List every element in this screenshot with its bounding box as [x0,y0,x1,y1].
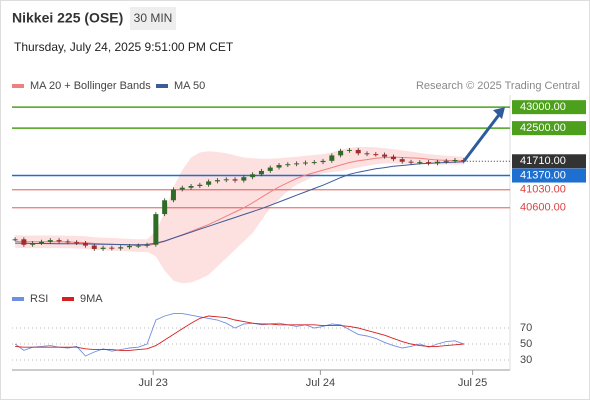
candle [135,245,141,247]
candle [294,163,300,165]
candle [399,159,405,162]
source: Research © 2025 Trading Central [416,80,580,92]
chart-title: Nikkei 225 (OSE) [12,10,123,26]
candle [276,165,282,168]
candle [91,245,97,249]
x-tick-label: Jul 25 [458,377,487,389]
moving-average [15,156,464,247]
candle [188,186,194,188]
level-box [512,154,586,169]
candle [417,162,423,164]
subtitle: Thursday, July 24, 2025 9:51:00 PM CET [14,40,234,54]
interval: 30 MIN [134,11,173,25]
candle [170,189,176,201]
candle [223,179,229,181]
candle [179,187,185,190]
level-box [512,168,586,183]
candle [364,153,370,155]
interval-box [130,7,176,30]
legend-swatch [156,84,168,88]
candle [206,181,212,185]
candle [162,200,168,215]
candle [355,149,361,154]
candle [434,161,440,164]
bollinger-band [15,147,464,284]
candle [38,241,44,244]
legend-swatch [62,297,74,301]
level-box [512,121,586,136]
candle [74,242,80,244]
candle [65,241,71,243]
level-label: 43000.00 [520,101,566,113]
legend-label: MA 50 [174,80,205,92]
x-tick-label: Jul 24 [306,377,335,389]
legend-label: MA 20 + Bollinger Bands [30,80,151,92]
legend-label: 9MA [80,293,103,305]
candle [320,160,326,163]
legend-label: RSI [30,293,48,305]
candle [373,154,379,156]
forecast-arrowhead [493,107,505,120]
legend-swatch [12,84,24,88]
candle [267,167,273,171]
candle [109,247,115,249]
candle [452,160,458,162]
candle [346,149,352,151]
candle [426,162,432,164]
level-label: 41370.00 [520,169,566,181]
candle [382,154,388,157]
candle [144,244,150,246]
candle [338,150,344,156]
candle [56,240,62,242]
legend-swatch [12,297,24,301]
y-tick-label: 30 [520,354,532,366]
level-label: 41030.00 [520,184,566,196]
candle [232,179,238,181]
candle [21,239,27,245]
candle [285,164,291,166]
y-tick-label: 70 [520,322,532,334]
candle [100,247,106,249]
level-label: 42500.00 [520,122,566,134]
y-tick-label: 50 [520,338,532,350]
candle [408,161,414,163]
candle [302,162,308,164]
candle [197,184,203,187]
candle [241,177,247,181]
moving-average [15,161,464,246]
indicator-line [15,315,464,351]
candle [126,245,132,248]
candle [329,155,335,161]
forecast-arrow [462,111,503,163]
candle [82,243,88,246]
candle [443,160,449,162]
candle [250,174,256,178]
candle [390,156,396,160]
candle [30,243,36,245]
candle [258,170,264,175]
level-box [512,100,586,115]
candle [153,214,159,245]
candle [214,180,220,182]
level-label: 40600.00 [520,202,566,214]
candle [311,162,317,164]
candle [12,239,18,241]
level-label: 41710.00 [520,155,566,167]
candle [47,240,53,242]
indicator-line [14,313,464,357]
candle [118,247,124,249]
x-tick-label: Jul 23 [139,377,168,389]
